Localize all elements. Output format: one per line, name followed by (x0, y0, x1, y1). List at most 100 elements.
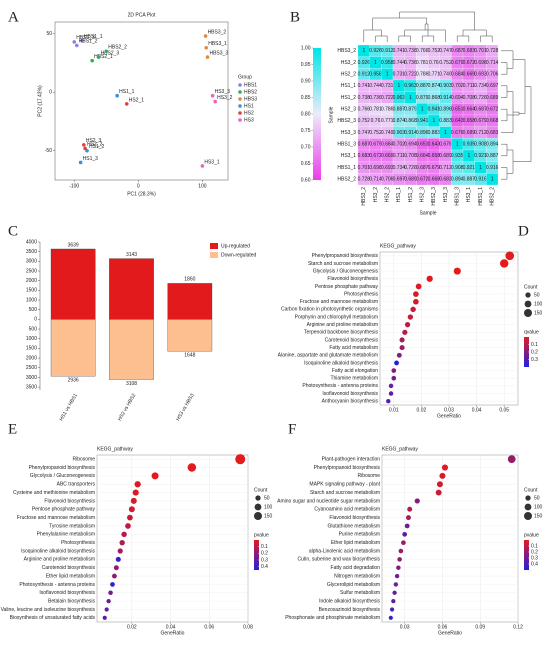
y-tick-label: 4000 (26, 239, 37, 245)
row-label: HS1_1 (341, 83, 357, 89)
cell-label: 0.684 (451, 71, 464, 77)
y-tick-label: Fatty acid metabolism (329, 345, 378, 351)
dot (108, 590, 113, 596)
size-legend-dot (525, 292, 531, 298)
cell-label: 0.781 (369, 106, 382, 112)
point (80, 38, 84, 43)
cell-label: 0.935 (451, 153, 464, 159)
y-tick-label: 2500 (26, 268, 37, 274)
cell-label: 0.912 (358, 71, 371, 77)
cell-label: 0.916 (474, 176, 487, 182)
cell-label: 0.771 (428, 71, 441, 77)
column-label: HS2_3 (419, 187, 425, 203)
y-tick-label: Glycerolipid metabolism (327, 582, 380, 588)
dot (399, 345, 405, 351)
y-tick-label: Pentose phosphate pathway (32, 507, 96, 513)
y-tick-label: Glycolysis / Gluconeogenesis (30, 473, 96, 479)
point-label: HBS1_2 (79, 39, 98, 45)
cell-label: 0.766 (358, 106, 371, 112)
x-tick-label: 0.06 (438, 624, 448, 630)
column-label: HS3_1 (466, 187, 472, 203)
legend-label: HBS3 (244, 96, 257, 102)
point (213, 99, 217, 104)
y-tick-label: 1500 (26, 288, 37, 294)
cell-label: 0.958 (369, 71, 382, 77)
y-tick-label: Porphyrin and chlorophyll metabolism (295, 314, 378, 320)
y-tick-label: Ribosome (72, 457, 95, 463)
x-tick-label: 0.01 (389, 407, 399, 413)
cell-label: 1 (479, 165, 482, 171)
dot (119, 539, 125, 546)
y-tick-label: Indole alkaloid biosynthesis (319, 598, 380, 604)
cell-label: 0.896 (439, 106, 452, 112)
cell-label: 0.747 (439, 48, 452, 54)
row-label: HBS1_3 (337, 141, 356, 147)
size-legend-dot (524, 300, 532, 308)
value-label: 3108 (126, 381, 137, 387)
cell-label: 0.672 (369, 153, 382, 159)
legend-swatch (238, 104, 242, 108)
point-label: HS3_3 (215, 89, 231, 95)
cell-label: 0.683 (463, 48, 476, 54)
y-tick-label: Flavonoid biosynthesis (44, 498, 95, 504)
dot (396, 352, 402, 358)
y-tick-label: 1000 (26, 336, 37, 342)
dot (391, 375, 397, 381)
point (210, 93, 215, 98)
x-tick-label: 0.03 (400, 624, 410, 630)
cell-label: 0.766 (416, 48, 429, 54)
dot (391, 598, 396, 604)
y-tick-label: Arginine and proline metabolism (24, 557, 95, 563)
row-label: HS3_2 (341, 60, 357, 66)
column-label: HBS2_2 (489, 187, 495, 206)
y-tick-label: Fructose and mannose metabolism (300, 299, 378, 305)
cell-label: 0.914 (404, 130, 417, 136)
cell-label: 0.689 (439, 153, 452, 159)
dendrogram (399, 11, 475, 30)
cell-label: 0.908 (451, 165, 464, 171)
dot (413, 291, 419, 297)
y-tick-label: Anthocyanin biosynthesis (322, 399, 379, 405)
value-label: 1648 (184, 353, 195, 359)
y-tick-label: Phosphonate and phosphinate metabolism (285, 615, 380, 621)
y-tick-label: Starch and sucrose metabolism (308, 261, 378, 267)
cell-label: 0.722 (381, 95, 394, 101)
y-tick-label: Plant-pathogen interaction (322, 457, 381, 463)
x-axis-label: Sample (420, 210, 437, 216)
panel-label: E (8, 421, 17, 437)
dot (402, 329, 408, 335)
colorbar-tick-label: 0.65 (301, 161, 311, 167)
point (96, 55, 101, 59)
legend-title: Group (238, 74, 252, 80)
cell-label: 0.741 (358, 83, 371, 89)
dot (436, 481, 443, 488)
dot (405, 515, 411, 521)
cell-label: 0.887 (416, 83, 429, 89)
colorbar-tick-label: 0.75 (301, 128, 311, 134)
y-tick-label: Fructose and mannose metabolism (17, 515, 95, 521)
cell-label: 0.689 (404, 176, 417, 182)
x-tick-label: 100 (198, 183, 207, 189)
y-tick-label: Isoflavonoid biosynthesis (322, 391, 378, 397)
cell-label: 0.941 (416, 118, 429, 124)
cell-label: 1 (432, 118, 435, 124)
cell-label: 0.786 (416, 71, 429, 77)
dot (407, 506, 413, 512)
cell-label: 0.702 (451, 83, 464, 89)
y-tick-label: Ether lipid metabolism (331, 540, 380, 546)
cell-label: 0.963 (404, 83, 417, 89)
y-tick-label: -50 (45, 148, 52, 154)
x-tick-label: 0.03 (444, 407, 454, 413)
x-axis-label: PC1 (28.3%) (127, 191, 156, 197)
cell-label: 0.903 (439, 83, 452, 89)
point-label: HBS1_3 (76, 35, 95, 41)
size-legend-label: 150 (264, 513, 273, 519)
y-tick-label: 2000 (26, 278, 37, 284)
size-legend-dot (255, 495, 261, 501)
y-tick-label: Phenylpropanoid biosynthesis (29, 465, 96, 471)
heatmap-cell (486, 173, 499, 186)
cell-label: 0.684 (381, 141, 394, 147)
y-tick-label: 0 (34, 317, 37, 323)
dot (128, 506, 135, 513)
colorbar-tick-label: 0.4 (261, 564, 268, 570)
